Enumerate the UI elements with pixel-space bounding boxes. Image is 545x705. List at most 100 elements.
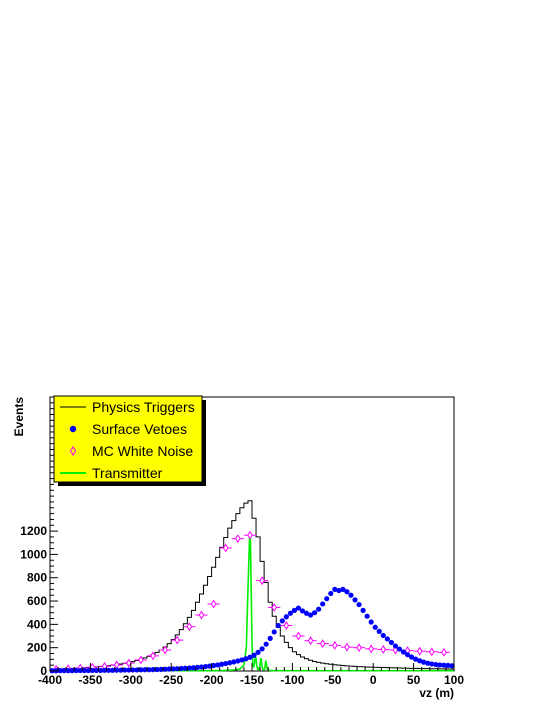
surface-vetoes-point	[316, 606, 322, 612]
surface-vetoes-point	[89, 667, 96, 674]
surface-vetoes-point	[364, 613, 370, 619]
surface-vetoes-point	[320, 601, 326, 607]
surface-vetoes-point	[105, 667, 112, 673]
surface-vetoes-point	[295, 605, 302, 611]
y-tick-label: 800	[27, 571, 47, 585]
surface-vetoes-point	[81, 667, 87, 674]
surface-vetoes-point	[312, 610, 318, 616]
surface-vetoes-point	[433, 661, 439, 668]
x-tick-label: -300	[119, 673, 143, 687]
surface-vetoes-point	[336, 587, 342, 594]
surface-vetoes-point	[247, 654, 253, 660]
surface-vetoes-point	[65, 668, 71, 674]
surface-vetoes-point	[231, 659, 237, 665]
surface-vetoes-point	[154, 666, 160, 673]
surface-vetoes-point	[421, 659, 427, 665]
surface-vetoes-point	[182, 665, 188, 671]
mc-white-noise-point	[377, 644, 390, 654]
surface-vetoes-point	[340, 586, 346, 592]
surface-vetoes-point	[352, 597, 358, 603]
mc-white-noise-point	[437, 647, 450, 657]
surface-vetoes-point	[150, 667, 156, 673]
surface-vetoes-point	[174, 666, 180, 672]
surface-vetoes-point	[396, 646, 403, 652]
surface-vetoes-point	[360, 607, 366, 613]
surface-vetoes-point	[283, 614, 289, 620]
surface-vetoes-point	[235, 658, 241, 664]
surface-vetoes-point	[101, 667, 108, 673]
mc-white-noise-point	[328, 640, 341, 650]
legend: Physics Triggers Surface Vetoes MC White…	[53, 395, 206, 486]
surface-vetoes-point	[122, 667, 128, 673]
mc-white-noise-point	[219, 543, 232, 553]
mc-white-noise-point	[171, 635, 184, 645]
surface-vetoes-point	[384, 636, 390, 642]
surface-vetoes-point	[437, 662, 443, 668]
legend-physics-triggers-label: Physics Triggers	[92, 399, 195, 415]
surface-vetoes-point	[344, 589, 350, 595]
surface-vetoes-point	[239, 657, 245, 663]
axes: -400 -350 -300 -250 -200 -150 -100 -50 0 50 100020…	[20, 396, 464, 687]
surface-vetoes-point	[61, 668, 67, 674]
surface-vetoes-point	[380, 632, 386, 639]
surface-vetoes-point	[348, 592, 354, 598]
surface-vetoes-point	[114, 667, 120, 673]
surface-vetoes-point	[356, 601, 362, 608]
surface-vetoes-point	[400, 649, 407, 655]
surface-vetoes-point	[162, 666, 168, 672]
surface-vetoes-point	[227, 660, 233, 666]
surface-vetoes-point	[73, 667, 79, 674]
surface-vetoes-point	[267, 635, 273, 641]
surface-vetoes-point	[271, 629, 277, 635]
mc-white-noise-point	[413, 646, 426, 656]
y-tick-label: 1200	[20, 524, 47, 538]
surface-vetoes-point	[93, 667, 100, 674]
legend-transmitter-label: Transmitter	[92, 465, 163, 481]
x-tick-label: -350	[78, 673, 102, 687]
x-tick-label: 100	[444, 673, 464, 687]
surface-vetoes-point	[287, 610, 293, 616]
mc-white-noise-point	[110, 660, 123, 670]
surface-vetoes-point	[138, 667, 144, 673]
mc-white-noise-point	[280, 621, 293, 630]
surface-vetoes-point	[445, 662, 451, 669]
surface-vetoes-point	[328, 590, 334, 597]
surface-vetoes-point	[259, 646, 265, 652]
y-tick-label: 600	[27, 594, 47, 608]
surface-vetoes-point	[142, 667, 148, 673]
surface-vetoes-point	[299, 608, 306, 614]
x-tick-label: 50	[407, 673, 421, 687]
surface-vetoes-point	[219, 661, 225, 667]
mc-white-noise-point	[268, 603, 281, 612]
mc-white-noise-point	[195, 610, 208, 620]
x-axis-title: vz (m)	[419, 686, 454, 700]
y-tick-label: 0	[40, 664, 47, 678]
mc-white-noise-point	[304, 636, 317, 646]
surface-vetoes-point	[166, 666, 172, 672]
surface-vetoes-point	[279, 618, 285, 624]
mc-white-noise-point	[353, 643, 366, 653]
y-axis-title: Events	[12, 397, 26, 437]
surface-vetoes-point	[57, 668, 63, 674]
surface-vetoes-point	[126, 667, 132, 673]
mc-white-noise-point	[231, 534, 244, 544]
mc-white-noise-point	[340, 642, 353, 652]
surface-vetoes-point	[190, 665, 197, 671]
surface-vetoes-point	[368, 619, 374, 625]
surface-vetoes-markers	[49, 586, 455, 674]
legend-mc-white-noise-label: MC White Noise	[92, 443, 193, 459]
surface-vetoes-point	[303, 610, 310, 616]
y-tick-label: 200	[27, 641, 47, 655]
legend-surface-vetoes-swatch	[69, 425, 77, 433]
x-tick-label: -150	[240, 673, 264, 687]
surface-vetoes-point	[170, 666, 176, 672]
surface-vetoes-point	[178, 665, 184, 672]
surface-vetoes-point	[69, 668, 75, 674]
surface-vetoes-point	[425, 660, 431, 666]
surface-vetoes-point	[388, 639, 394, 646]
surface-vetoes-point	[77, 667, 83, 674]
surface-vetoes-point	[198, 664, 205, 670]
mc-white-noise-point	[316, 639, 329, 649]
surface-vetoes-point	[332, 586, 338, 592]
surface-vetoes-point	[404, 652, 411, 658]
